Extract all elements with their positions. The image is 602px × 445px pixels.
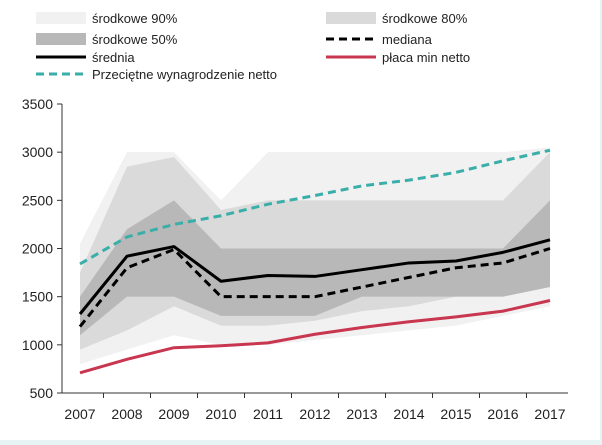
- x-tick-label: 2015: [440, 406, 471, 422]
- legend: środkowe 90% środkowe 80% środkowe 50% medi…: [36, 11, 470, 82]
- y-tick-label: 3000: [22, 144, 53, 160]
- legend-entry-środkowe-80: środkowe 80%: [326, 11, 468, 26]
- y-tick-label: 500: [30, 385, 54, 401]
- legend-label: środkowe 80%: [382, 11, 468, 26]
- y-tick-label: 3500: [22, 96, 53, 112]
- legend-label: średnia: [92, 50, 135, 65]
- legend-swatch: [326, 12, 376, 24]
- legend-label: płaca min netto: [382, 50, 470, 65]
- band-3: [80, 200, 550, 336]
- legend-entry-średnia: średnia: [36, 50, 135, 65]
- legend-entry-mediana: mediana: [326, 32, 433, 47]
- legend-swatch: [36, 12, 86, 24]
- x-tick-label: 2016: [487, 406, 518, 422]
- x-tick-label: 2011: [253, 406, 283, 422]
- x-tick-label: 2008: [111, 406, 142, 422]
- x-tick-label: 2013: [346, 406, 377, 422]
- legend-entry-przeciętne-wynagrodzenie-netto: Przeciętne wynagrodzenie netto: [36, 67, 277, 82]
- y-tick-label: 1000: [22, 337, 53, 353]
- series-lines: [78, 148, 551, 375]
- band-areas: [80, 147, 550, 365]
- y-tick-label: 2500: [22, 192, 53, 208]
- legend-label: Przeciętne wynagrodzenie netto: [92, 67, 277, 82]
- y-tick-label: 1500: [22, 289, 53, 305]
- legend-entry-płaca-min-netto: płaca min netto: [326, 50, 470, 65]
- series-2: [78, 238, 551, 315]
- legend-label: środkowe 90%: [92, 11, 178, 26]
- series-line: [79, 148, 551, 266]
- x-tick-label: 2012: [299, 406, 330, 422]
- x-axis: 2007 2008 2009 2010 2011 2012 2013 2014 2015 2016…: [62, 392, 568, 422]
- y-axis: 500 1000 1500 2000 2500 3000 3500: [22, 96, 63, 401]
- series-3: [79, 299, 551, 375]
- x-tick-label: 2010: [205, 406, 236, 422]
- legend-label: środkowe 50%: [92, 32, 178, 47]
- x-tick-label: 2014: [393, 406, 424, 422]
- series-4: [79, 148, 551, 266]
- legend-entry-środkowe-50: środkowe 50%: [36, 32, 178, 47]
- y-tick-label: 2000: [22, 241, 53, 257]
- x-tick-label: 2017: [534, 406, 565, 422]
- legend-label: mediana: [382, 32, 433, 47]
- x-tick-label: 2009: [158, 406, 189, 422]
- x-tick-label: 2007: [64, 406, 95, 422]
- series-1: [78, 247, 551, 328]
- legend-entry-środkowe-90: środkowe 90%: [36, 11, 178, 26]
- legend-swatch: [36, 33, 86, 45]
